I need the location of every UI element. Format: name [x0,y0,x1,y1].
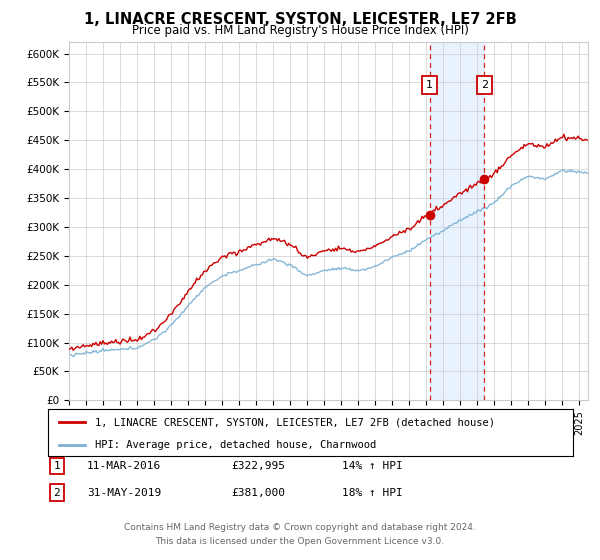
Text: This data is licensed under the Open Government Licence v3.0.: This data is licensed under the Open Gov… [155,537,445,546]
Text: 18% ↑ HPI: 18% ↑ HPI [342,488,403,498]
Text: 1: 1 [53,461,61,471]
Text: 11-MAR-2016: 11-MAR-2016 [87,461,161,471]
Text: 2: 2 [53,488,61,498]
Text: 14% ↑ HPI: 14% ↑ HPI [342,461,403,471]
Text: £381,000: £381,000 [231,488,285,498]
Text: Contains HM Land Registry data © Crown copyright and database right 2024.: Contains HM Land Registry data © Crown c… [124,523,476,532]
Text: 1, LINACRE CRESCENT, SYSTON, LEICESTER, LE7 2FB (detached house): 1, LINACRE CRESCENT, SYSTON, LEICESTER, … [95,417,495,427]
Text: HPI: Average price, detached house, Charnwood: HPI: Average price, detached house, Char… [95,440,377,450]
Text: Price paid vs. HM Land Registry's House Price Index (HPI): Price paid vs. HM Land Registry's House … [131,24,469,36]
Text: 2: 2 [481,80,488,90]
Text: 1, LINACRE CRESCENT, SYSTON, LEICESTER, LE7 2FB: 1, LINACRE CRESCENT, SYSTON, LEICESTER, … [83,12,517,27]
Text: 1: 1 [426,80,433,90]
Text: 31-MAY-2019: 31-MAY-2019 [87,488,161,498]
Text: £322,995: £322,995 [231,461,285,471]
